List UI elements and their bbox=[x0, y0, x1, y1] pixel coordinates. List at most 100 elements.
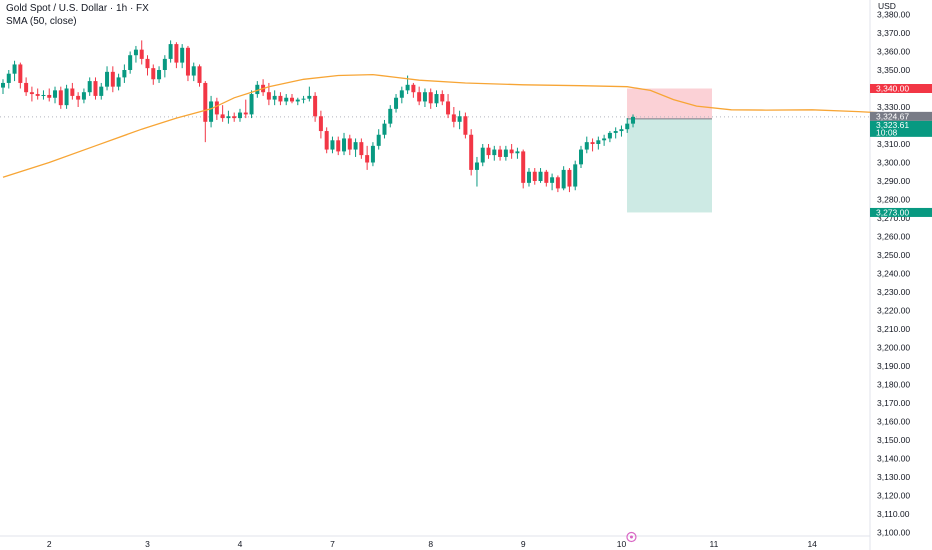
stop-price-tag[interactable] bbox=[870, 84, 932, 93]
candle-body[interactable] bbox=[613, 131, 618, 133]
stop-loss-zone[interactable] bbox=[627, 88, 712, 119]
candle-body[interactable] bbox=[405, 84, 410, 91]
candle-body[interactable] bbox=[220, 114, 225, 119]
sma-indicator-label[interactable]: SMA (50, close) bbox=[6, 16, 77, 27]
candle-body[interactable] bbox=[631, 116, 636, 124]
candle-body[interactable] bbox=[29, 92, 34, 95]
candle-body[interactable] bbox=[76, 95, 81, 100]
candle-body[interactable] bbox=[330, 140, 335, 150]
candle-body[interactable] bbox=[532, 171, 537, 181]
candle-body[interactable] bbox=[301, 98, 306, 100]
candle-body[interactable] bbox=[347, 138, 352, 150]
candle-body[interactable] bbox=[47, 94, 52, 98]
candle-body[interactable] bbox=[596, 140, 601, 144]
candle-body[interactable] bbox=[99, 86, 104, 96]
candle-body[interactable] bbox=[133, 49, 138, 56]
candle-body[interactable] bbox=[440, 94, 445, 102]
candle-body[interactable] bbox=[469, 134, 474, 170]
candle-body[interactable] bbox=[157, 70, 162, 80]
candle-body[interactable] bbox=[353, 142, 358, 150]
candle-body[interactable] bbox=[249, 94, 254, 115]
candle-body[interactable] bbox=[313, 95, 318, 117]
candle-body[interactable] bbox=[191, 66, 196, 76]
candle-body[interactable] bbox=[243, 112, 248, 115]
candle-body[interactable] bbox=[411, 84, 416, 93]
event-marker-icon[interactable] bbox=[626, 531, 637, 543]
candle-body[interactable] bbox=[6, 73, 11, 83]
candle-body[interactable] bbox=[336, 140, 341, 152]
candle-body[interactable] bbox=[58, 90, 63, 106]
candle-body[interactable] bbox=[526, 171, 531, 183]
candle-body[interactable] bbox=[174, 44, 179, 63]
candle-body[interactable] bbox=[226, 116, 231, 119]
candle-body[interactable] bbox=[388, 108, 393, 124]
candle-body[interactable] bbox=[394, 97, 399, 109]
entry-price-tag[interactable] bbox=[870, 120, 932, 137]
sma-line[interactable] bbox=[2, 73, 932, 178]
candle-body[interactable] bbox=[492, 149, 497, 156]
candle-body[interactable] bbox=[434, 94, 439, 104]
candle-body[interactable] bbox=[290, 97, 294, 102]
target-price-tag[interactable] bbox=[870, 207, 932, 217]
candle-body[interactable] bbox=[544, 171, 549, 183]
candle-body[interactable] bbox=[255, 84, 260, 95]
candle-body[interactable] bbox=[550, 177, 555, 183]
candle-body[interactable] bbox=[284, 97, 289, 102]
candle-body[interactable] bbox=[122, 70, 127, 78]
candle-body[interactable] bbox=[584, 142, 589, 150]
candle-body[interactable] bbox=[359, 142, 364, 156]
candle-body[interactable] bbox=[295, 99, 300, 102]
candle-body[interactable] bbox=[128, 55, 133, 70]
candle-body[interactable] bbox=[579, 149, 583, 165]
candle-body[interactable] bbox=[561, 169, 566, 189]
candle-body[interactable] bbox=[307, 95, 312, 99]
candle-body[interactable] bbox=[370, 145, 375, 163]
candle-body[interactable] bbox=[324, 131, 329, 150]
candle-body[interactable] bbox=[446, 101, 451, 115]
candle-body[interactable] bbox=[232, 116, 237, 119]
candle-body[interactable] bbox=[538, 171, 543, 181]
candle-body[interactable] bbox=[214, 101, 219, 115]
candle-body[interactable] bbox=[515, 151, 520, 154]
candle-body[interactable] bbox=[573, 164, 578, 187]
candle-body[interactable] bbox=[266, 92, 271, 100]
candle-body[interactable] bbox=[139, 49, 144, 59]
candle-body[interactable] bbox=[474, 162, 479, 170]
candle-body[interactable] bbox=[625, 123, 630, 130]
candle-body[interactable] bbox=[18, 64, 23, 83]
candle-body[interactable] bbox=[480, 147, 485, 163]
candle-body[interactable] bbox=[237, 112, 242, 119]
candle-body[interactable] bbox=[521, 151, 526, 183]
candle-body[interactable] bbox=[87, 81, 92, 93]
candle-body[interactable] bbox=[151, 68, 156, 80]
candle-body[interactable] bbox=[382, 123, 387, 135]
candle-body[interactable] bbox=[70, 88, 75, 96]
candle-body[interactable] bbox=[168, 44, 173, 59]
candle-body[interactable] bbox=[451, 114, 456, 122]
candle-body[interactable] bbox=[1, 82, 5, 88]
candle-body[interactable] bbox=[555, 177, 560, 189]
candle-body[interactable] bbox=[503, 149, 508, 157]
candle-body[interactable] bbox=[53, 90, 58, 98]
candle-body[interactable] bbox=[342, 138, 347, 152]
candle-body[interactable] bbox=[41, 94, 46, 96]
take-profit-zone[interactable] bbox=[627, 118, 712, 213]
candle-body[interactable] bbox=[93, 81, 98, 96]
candle-body[interactable] bbox=[110, 71, 115, 87]
candle-body[interactable] bbox=[365, 155, 370, 163]
candle-body[interactable] bbox=[509, 149, 514, 154]
candle-body[interactable] bbox=[457, 116, 462, 122]
candle-body[interactable] bbox=[463, 116, 468, 135]
candle-body[interactable] bbox=[428, 92, 433, 104]
current-price-tag[interactable] bbox=[870, 111, 932, 121]
candle-body[interactable] bbox=[486, 147, 491, 156]
candle-body[interactable] bbox=[162, 58, 167, 70]
candle-body[interactable] bbox=[105, 71, 110, 87]
candle-body[interactable] bbox=[81, 92, 86, 100]
candle-body[interactable] bbox=[376, 134, 381, 146]
symbol-title[interactable]: Gold Spot / U.S. Dollar · 1h · FX bbox=[6, 3, 149, 14]
candle-body[interactable] bbox=[607, 132, 612, 139]
candle-body[interactable] bbox=[185, 47, 190, 76]
candle-body[interactable] bbox=[180, 47, 185, 63]
